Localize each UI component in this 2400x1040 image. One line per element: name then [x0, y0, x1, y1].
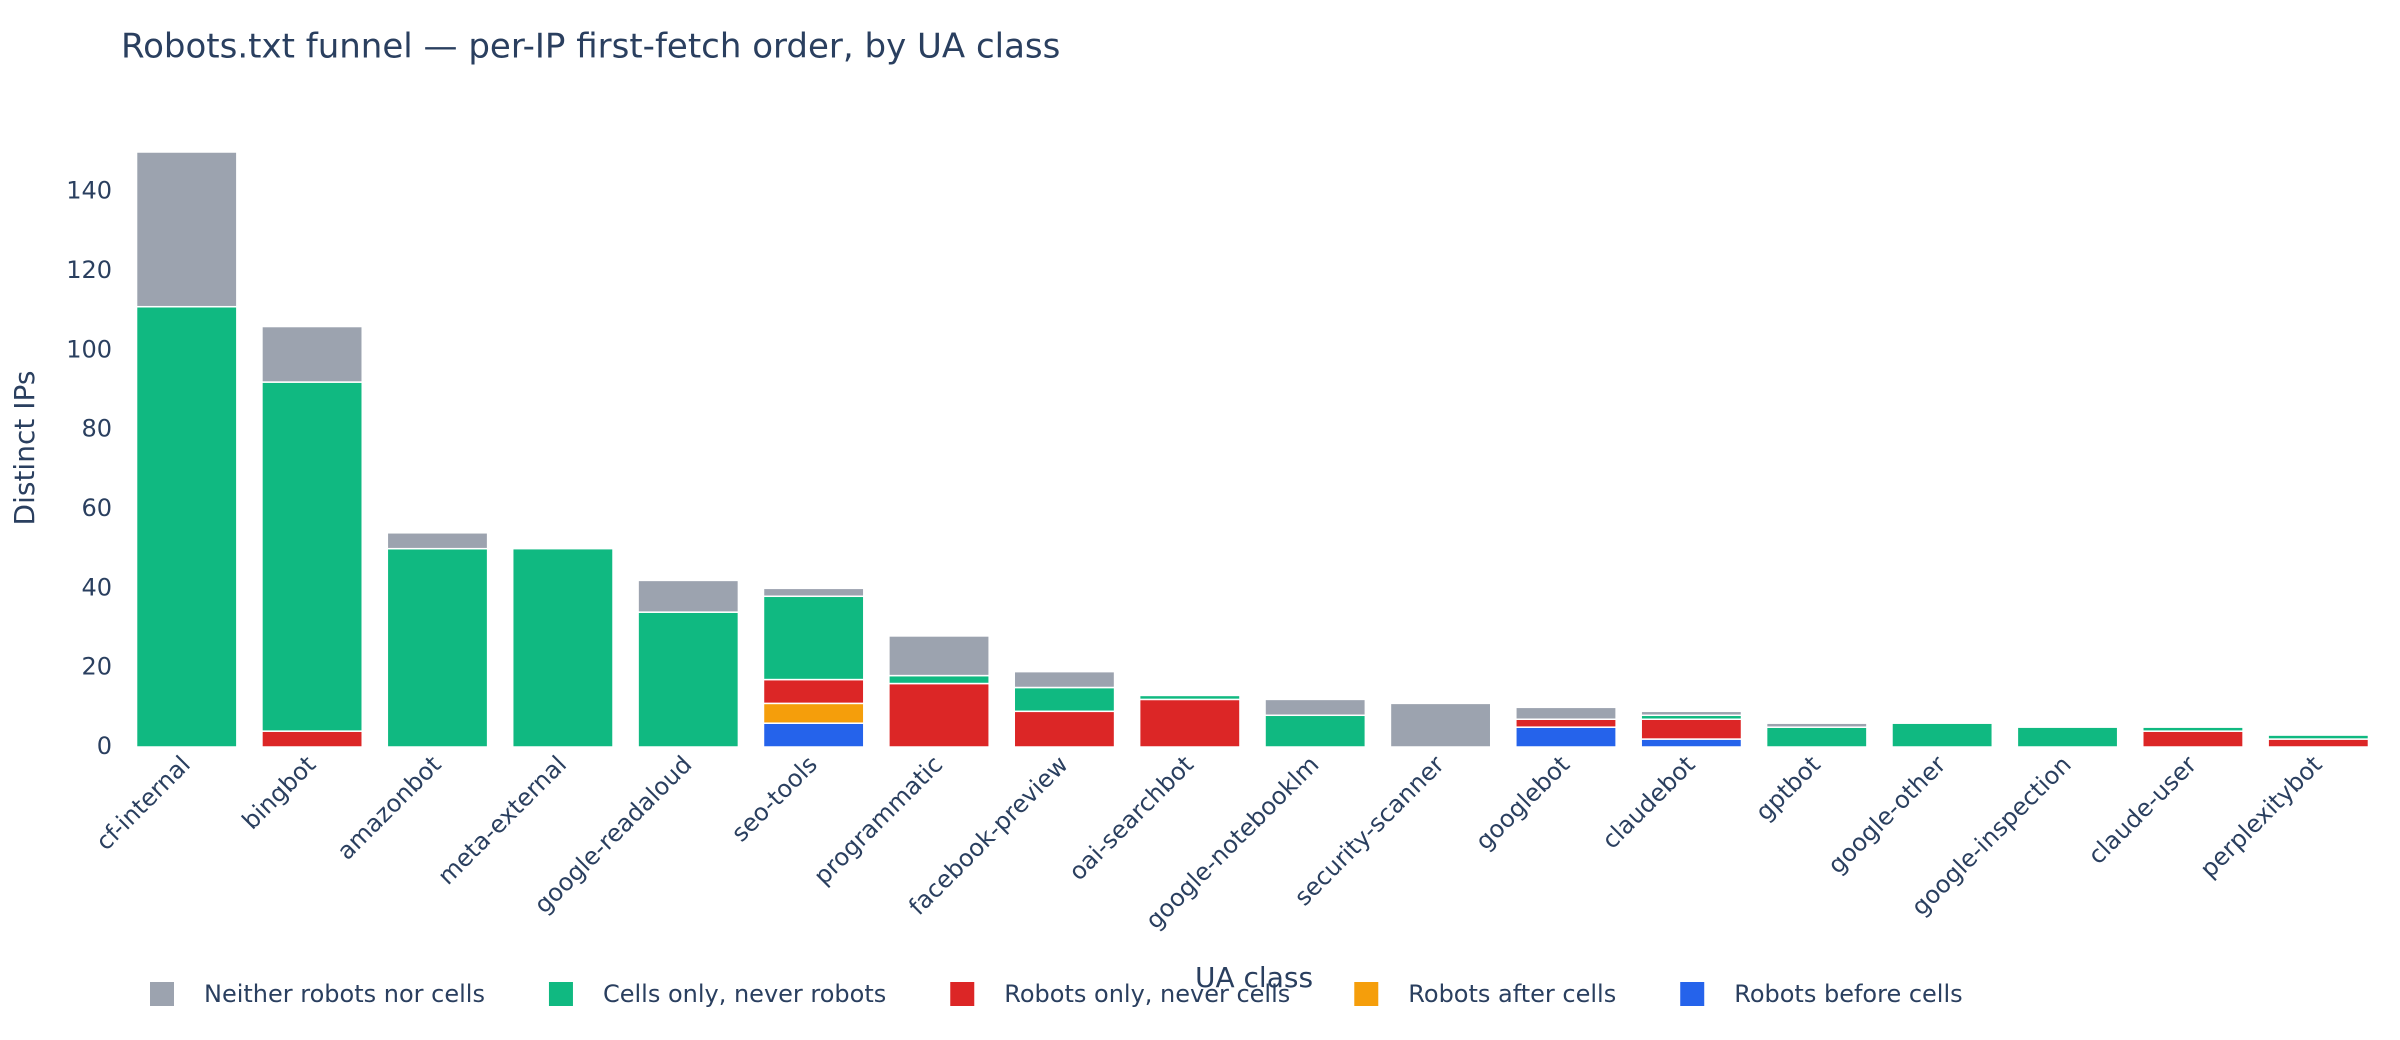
x-tick-label: google-other — [1822, 750, 1951, 879]
y-tick-label: 80 — [81, 415, 112, 443]
x-tick-label: claude-user — [2083, 750, 2202, 869]
bar-segment — [1013, 686, 1116, 713]
legend-label: Robots only, never cells — [1004, 980, 1290, 1008]
legend-swatch — [150, 982, 174, 1006]
bar-segment — [1264, 714, 1367, 748]
bar-segment — [1138, 698, 1241, 748]
y-tick-label: 100 — [66, 335, 112, 363]
bar-segment — [1765, 726, 1868, 748]
bar-segment — [888, 635, 990, 677]
bar-segment — [1640, 738, 1743, 748]
bar-segment — [261, 381, 363, 732]
x-tick-label: programmatic — [808, 750, 948, 890]
y-tick-label: 140 — [66, 177, 112, 205]
bar-segment — [1013, 710, 1116, 748]
bar-segment — [888, 674, 990, 685]
bar-segment — [1138, 694, 1241, 701]
bar-segment — [1515, 718, 1617, 728]
bar-segment — [511, 547, 614, 748]
y-axis-title: Distinct IPs — [8, 371, 41, 526]
legend-swatch — [950, 982, 975, 1006]
bar-segment — [1013, 670, 1116, 689]
bar-segment — [1389, 702, 1492, 748]
y-tick-label: 60 — [81, 494, 112, 522]
y-tick-label: 0 — [97, 732, 112, 760]
bar-segment — [762, 702, 865, 724]
y-tick-label: 20 — [81, 653, 112, 681]
x-tick-label: perplexitybot — [2195, 750, 2328, 883]
bar-segment — [261, 730, 363, 748]
x-axis-title: UA class — [1195, 961, 1313, 994]
x-tick-label: seo-tools — [726, 750, 823, 847]
bar-segment — [386, 532, 489, 550]
bar-segment — [135, 305, 238, 748]
bar-segment — [1640, 718, 1743, 740]
bar-segment — [2142, 730, 2244, 748]
chart-title: Robots.txt funnel — per-IP first-fetch o… — [121, 27, 1060, 67]
bar-segment — [386, 547, 489, 748]
x-tick-label: gptbot — [1750, 750, 1826, 826]
bar-segment — [2267, 738, 2370, 748]
bar-segment — [762, 595, 865, 681]
bar-segment — [1891, 722, 1994, 748]
bar-segment — [888, 682, 990, 748]
x-tick-label: googlebot — [1470, 750, 1575, 855]
legend-swatch — [1354, 982, 1379, 1006]
bar-segment — [762, 587, 865, 598]
bar-segment — [261, 325, 363, 383]
y-tick-label: 40 — [81, 573, 112, 601]
legend-label: Neither robots nor cells — [204, 980, 485, 1008]
bar-segment — [1640, 710, 1743, 717]
y-tick-label: 120 — [66, 256, 112, 284]
legend-label: Robots after cells — [1408, 980, 1616, 1008]
bar-segment — [637, 611, 740, 748]
bar-segment — [2016, 726, 2119, 748]
bar-segment — [2267, 734, 2370, 740]
legend-swatch — [1680, 982, 1705, 1006]
x-tick-label: claudebot — [1597, 750, 1701, 854]
bar-segment — [1515, 726, 1617, 748]
legend-label: Robots before cells — [1734, 980, 1962, 1008]
bar-segment — [1515, 706, 1617, 720]
bar-segment — [135, 151, 238, 308]
x-tick-label: cf-internal — [90, 750, 195, 855]
x-tick-label: oai-searchbot — [1063, 750, 1199, 886]
bar-segment — [637, 579, 740, 613]
legend-swatch — [548, 982, 573, 1006]
bar-segment — [2142, 726, 2244, 732]
legend-label: Cells only, never robots — [603, 980, 886, 1008]
bar-segment — [1765, 722, 1868, 728]
x-tick-label: bingbot — [237, 750, 322, 835]
bar-segment — [762, 678, 865, 705]
bar-segment — [1264, 698, 1367, 717]
x-tick-label: amazonbot — [332, 750, 447, 865]
x-tick-label: meta-external — [432, 750, 572, 890]
bar-segment — [762, 722, 865, 748]
